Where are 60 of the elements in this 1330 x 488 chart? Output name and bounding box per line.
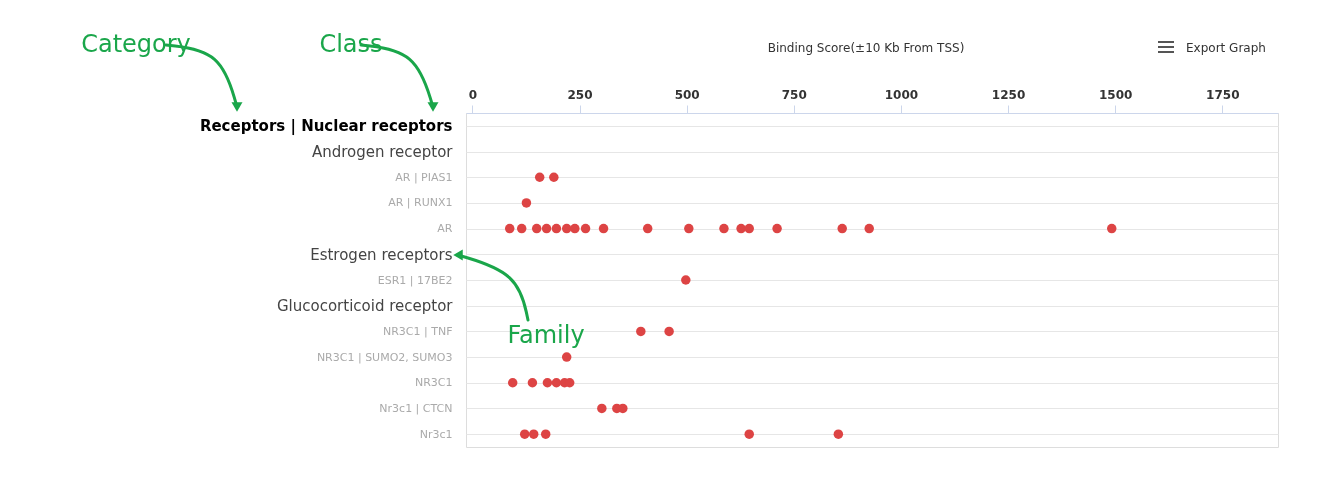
point — [534, 172, 545, 182]
point — [549, 172, 559, 182]
x-tick-label: 1750 — [1206, 87, 1240, 102]
point — [719, 223, 729, 234]
point — [772, 223, 782, 234]
y-tick-label: ESR1 | 17BE2 — [377, 273, 453, 287]
point — [744, 429, 754, 439]
text: Category — [81, 30, 191, 58]
x-tick-label: 1500 — [1098, 87, 1133, 102]
point — [833, 429, 844, 439]
point — [580, 223, 591, 234]
x-tick-label: 0 — [468, 87, 478, 102]
point — [570, 223, 580, 234]
x-tick-label: 1250 — [991, 87, 1026, 102]
point — [681, 275, 691, 285]
point — [528, 429, 539, 439]
point — [636, 326, 646, 337]
point — [642, 223, 653, 234]
annotation: Family — [507, 321, 585, 349]
point — [551, 378, 562, 388]
point — [744, 223, 754, 234]
point — [837, 223, 847, 234]
point — [519, 429, 530, 439]
y-tick-label: Estrogen receptors — [310, 245, 453, 264]
point — [507, 378, 518, 388]
point — [516, 223, 527, 234]
point — [551, 223, 562, 234]
point — [527, 378, 538, 388]
point — [736, 223, 746, 234]
y-tick-label: Glucocorticoid receptor — [276, 297, 454, 316]
point — [864, 223, 874, 234]
point — [1107, 223, 1117, 234]
y-tick-label: Nr3c1 | CTCN — [379, 401, 453, 415]
point — [561, 352, 572, 362]
y-tick-label: AR | RUNX1 — [388, 196, 453, 210]
point — [664, 326, 674, 337]
y-tick-label: Androgen receptor — [311, 143, 454, 162]
chart-title: Binding Score(±10 Kb From TSS) — [767, 41, 965, 55]
point — [531, 223, 542, 234]
point — [540, 429, 551, 439]
y-tick-label: AR | PIAS1 — [395, 170, 453, 184]
y-tick-label: AR — [437, 222, 453, 236]
point — [504, 223, 515, 234]
point — [597, 403, 607, 414]
x-tick-label: 250 — [567, 87, 593, 102]
point — [618, 403, 628, 414]
point — [521, 198, 532, 208]
y-tick-label: Nr3c1 — [419, 427, 453, 441]
point — [542, 378, 553, 388]
y-tick-label: NR3C1 | SUMO2, SUMO3 — [316, 350, 453, 364]
x-tick-label: 500 — [674, 87, 700, 102]
y-tick-label: NR3C1 | TNF — [382, 324, 453, 338]
y-tick-label: NR3C1 — [414, 376, 453, 390]
x-tick-label: 750 — [781, 87, 807, 102]
text: Export Graph — [1186, 41, 1266, 55]
point — [684, 223, 694, 234]
point — [541, 223, 552, 234]
y-tick-label: Receptors | Nuclear receptors — [199, 117, 453, 137]
x-tick-label: 1000 — [884, 87, 919, 102]
point — [598, 223, 609, 234]
